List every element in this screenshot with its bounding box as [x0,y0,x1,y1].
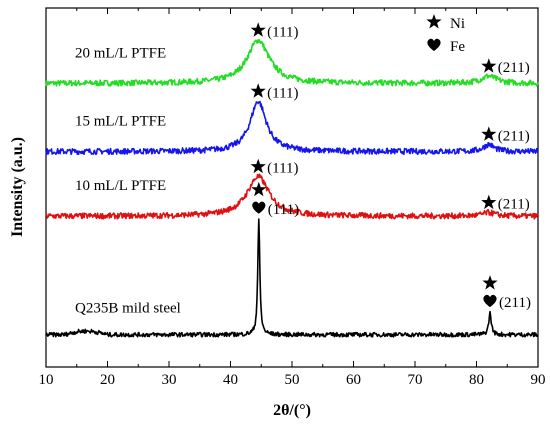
y-axis-label: Intensity (a.u.) [9,137,26,237]
curve-q235b-mild-steel [45,218,539,338]
annotations-layer: 20 mL/L PTFE (111) (211) 15 mL/L PTFE (111) (… [75,22,531,317]
peak-label-15-ml-l-ptfe-1: (211) [498,128,530,144]
peak-label-20-ml-l-ptfe-0: (111) [267,24,298,40]
x-tick-label: 90 [531,372,546,388]
ni-star-icon [250,158,266,174]
fe-heart-icon [252,201,266,214]
ni-star-icon [481,126,497,141]
x-tick-label: 80 [469,372,484,388]
curves-layer [45,38,539,338]
legend-label-ni: Ni [450,16,465,32]
ni-star-icon [481,58,497,73]
x-axis-label: 2θ/(°) [273,402,311,419]
x-tick-label: 70 [408,372,423,388]
sample-label-10-ml-l-ptfe: 10 mL/L PTFE [75,178,166,194]
ni-star-icon [250,83,266,98]
sample-label-15-ml-l-ptfe: 15 mL/L PTFE [75,114,166,130]
legend-heart-icon [427,38,441,51]
curve-10-ml-l-ptfe [45,173,539,220]
x-tick-label: 40 [223,372,238,388]
x-tick-label: 30 [162,372,177,388]
x-tick-label: 60 [346,372,361,388]
peak-label-10-ml-l-ptfe-0: (111) [267,161,298,177]
peak-label-10-ml-l-ptfe-1: (211) [498,197,530,213]
ni-star-icon [482,275,498,290]
ni-star-icon [250,22,266,37]
legend: Ni Fe [426,14,465,55]
peak-label-q235b-mild-steel-1: (211) [499,295,531,311]
ni-star-icon [481,194,497,210]
curve-15-ml-l-ptfe [45,100,539,156]
x-tick-label: 50 [285,372,300,388]
sample-label-q235b-mild-steel: Q235B mild steel [75,301,181,317]
peak-label-q235b-mild-steel-0: (111) [268,202,299,218]
sample-label-20-ml-l-ptfe: 20 mL/L PTFE [75,45,166,61]
legend-label-fe: Fe [450,39,465,55]
peak-label-20-ml-l-ptfe-1: (211) [498,60,530,76]
legend-star-icon [426,14,442,29]
x-tick-label: 20 [100,372,115,388]
fe-heart-icon [483,294,497,308]
x-tick-label: 10 [39,372,54,388]
ni-star-icon [251,181,267,197]
peak-label-15-ml-l-ptfe-0: (111) [267,85,298,101]
curve-20-ml-l-ptfe [45,38,539,87]
ticks-layer: 10 20 30 40 50 60 70 80 90 [39,8,546,388]
